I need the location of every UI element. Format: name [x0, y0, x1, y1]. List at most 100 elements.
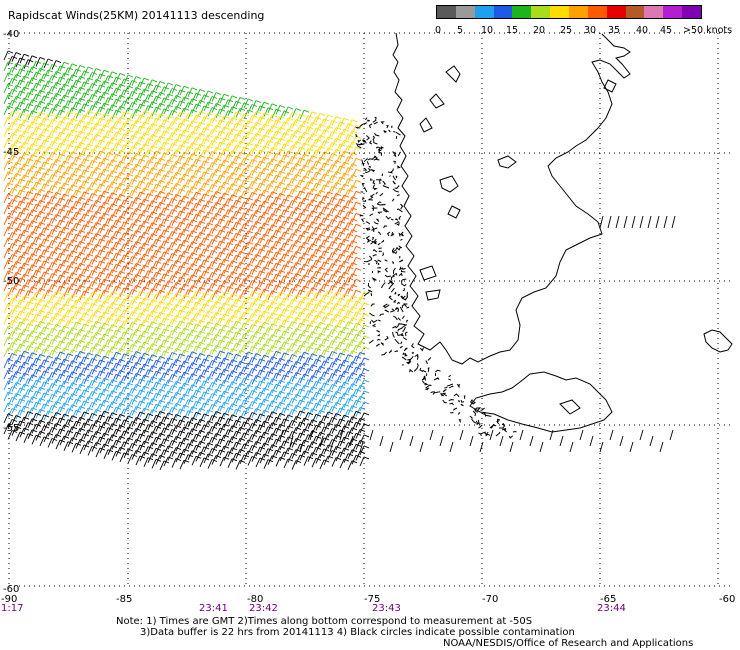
wind-barb — [159, 251, 165, 262]
wind-barb — [103, 163, 109, 173]
wind-barb-flag — [123, 177, 130, 181]
wind-barb — [95, 106, 101, 117]
wind-barb — [215, 350, 221, 361]
wind-barb — [31, 171, 37, 181]
wind-barb-flag — [175, 370, 182, 374]
wind-barb-flag — [115, 373, 122, 377]
wind-barb-flag — [75, 233, 82, 237]
wind-barb — [63, 133, 69, 143]
wind-barb — [239, 245, 245, 256]
wind-barb-flag — [331, 329, 338, 332]
wind-barb-flag — [331, 197, 338, 200]
wind-barb-flag — [315, 380, 322, 384]
wind-barb-flag — [163, 174, 170, 178]
wind-barb-flag — [159, 366, 166, 370]
wind-barb-flag — [83, 213, 90, 217]
wind-barb-flag — [107, 174, 114, 178]
wind-barb — [103, 273, 109, 283]
wind-barb-flag — [311, 276, 318, 280]
wind-barb-flag — [339, 407, 346, 411]
wind-barb-flag — [347, 189, 354, 193]
wind-barb-flag — [167, 258, 174, 262]
wind-barb-flag — [271, 202, 278, 206]
wind-barb-flag — [247, 373, 254, 377]
wind-barb — [263, 327, 269, 337]
wind-barb-flag — [219, 130, 226, 134]
wind-barb — [327, 252, 333, 262]
wind-barb — [303, 357, 309, 367]
wind-barb — [135, 323, 141, 334]
wind-barb-flag — [19, 101, 26, 105]
wind-barb — [271, 131, 277, 141]
wind-barb — [159, 152, 165, 163]
wind-barb-flag — [319, 123, 326, 127]
wind-barb — [183, 124, 189, 134]
wind-barb-flag — [51, 64, 58, 67]
wind-barb-flag — [335, 380, 342, 384]
wind-barb-flag — [239, 272, 246, 276]
wind-barb-flag — [75, 266, 82, 270]
wind-barb-flag — [103, 124, 110, 128]
wind-barb-flag — [323, 195, 330, 199]
wind-barb-flag — [319, 354, 326, 358]
wind-barb-flag — [175, 117, 182, 121]
wind-barb-flag — [239, 239, 246, 243]
wind-barb-flag — [119, 369, 126, 373]
wind-barb-flag — [39, 155, 46, 159]
wind-barb-flag — [347, 200, 354, 204]
wind-barb-flag — [315, 160, 322, 164]
wind-barb — [191, 258, 197, 268]
wind-barb — [31, 215, 37, 225]
wind-barb-flag — [159, 300, 166, 304]
wind-barb-flag — [167, 335, 174, 339]
wind-barb — [303, 192, 309, 202]
wind-barb-flag — [303, 329, 310, 333]
wind-barb — [191, 126, 197, 136]
wind-barb-flag — [163, 295, 170, 299]
wind-barb-flag — [91, 127, 98, 130]
wind-barb — [295, 256, 301, 267]
wind-barb-flag — [279, 401, 286, 405]
wind-barb-flag — [87, 110, 94, 114]
wind-barb-flag — [115, 252, 122, 256]
wind-barb — [311, 370, 317, 380]
wind-barb-flag — [175, 304, 182, 308]
wind-barb-flag — [255, 210, 262, 214]
wind-barb-flag — [231, 260, 238, 264]
wind-barb-flag — [243, 388, 250, 392]
wind-barb — [183, 311, 189, 321]
wind-barb-flag — [75, 123, 82, 127]
wind-barb-flag — [135, 142, 142, 146]
wind-barb-flag — [131, 366, 138, 369]
wind-barb-flag — [295, 350, 302, 354]
wind-barb — [223, 209, 229, 219]
wind-barb — [231, 354, 237, 364]
wind-barb-flag — [315, 314, 322, 318]
wind-barb-flag — [283, 253, 290, 257]
wind-barb-flag — [343, 304, 350, 308]
wind-barb-flag — [251, 401, 258, 404]
wind-barb-flag — [335, 391, 342, 395]
wind-barb-flag — [183, 283, 190, 287]
wind-barb-flag — [327, 180, 334, 184]
wind-barb-flag — [171, 385, 178, 388]
wind-barb — [135, 92, 141, 103]
wind-barb — [183, 300, 189, 310]
wind-barb-flag — [83, 246, 90, 250]
wind-barb-flag — [143, 99, 150, 103]
wind-barb-flag — [147, 226, 154, 230]
wind-barb-flag — [287, 183, 294, 187]
wind-barb-flag — [59, 318, 66, 322]
wind-barb-flag — [219, 163, 226, 167]
wind-barb — [95, 150, 101, 161]
wind-barb-flag — [159, 333, 166, 337]
wind-barb-flag — [211, 217, 218, 220]
wind-barb — [327, 208, 333, 218]
wind-barb-flag — [123, 232, 130, 236]
wind-barb — [87, 325, 93, 335]
wind-barb-flag — [75, 255, 82, 259]
wind-barb-flag — [23, 130, 30, 134]
wind-barb-flag — [203, 380, 210, 384]
wind-barb-flag — [107, 306, 114, 310]
wind-barb-flag — [251, 346, 258, 349]
